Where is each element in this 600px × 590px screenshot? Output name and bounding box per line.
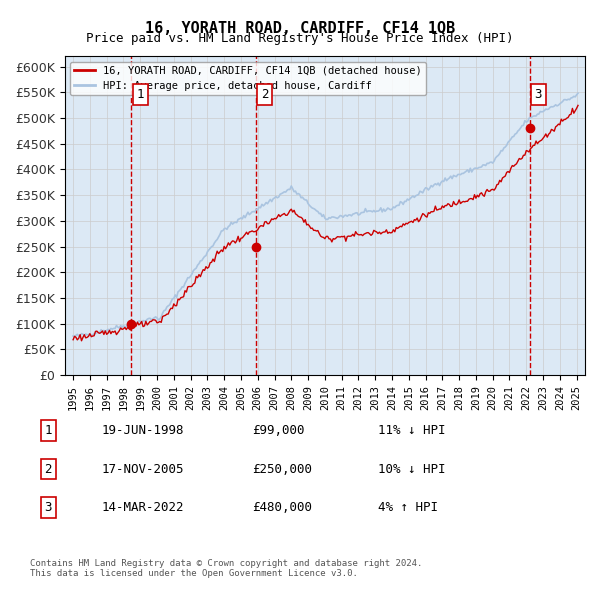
Text: £99,000: £99,000 (252, 424, 305, 437)
Text: 16, YORATH ROAD, CARDIFF, CF14 1QB: 16, YORATH ROAD, CARDIFF, CF14 1QB (145, 21, 455, 35)
Text: 17-NOV-2005: 17-NOV-2005 (102, 463, 185, 476)
Text: £480,000: £480,000 (252, 501, 312, 514)
Legend: 16, YORATH ROAD, CARDIFF, CF14 1QB (detached house), HPI: Average price, detache: 16, YORATH ROAD, CARDIFF, CF14 1QB (deta… (70, 61, 426, 95)
Text: 2: 2 (261, 88, 268, 101)
Text: 3: 3 (44, 501, 52, 514)
Text: Contains HM Land Registry data © Crown copyright and database right 2024.
This d: Contains HM Land Registry data © Crown c… (30, 559, 422, 578)
Text: 19-JUN-1998: 19-JUN-1998 (102, 424, 185, 437)
Text: 11% ↓ HPI: 11% ↓ HPI (378, 424, 445, 437)
Text: 4% ↑ HPI: 4% ↑ HPI (378, 501, 438, 514)
Text: 10% ↓ HPI: 10% ↓ HPI (378, 463, 445, 476)
Text: 3: 3 (535, 88, 542, 101)
Text: £250,000: £250,000 (252, 463, 312, 476)
Text: 1: 1 (136, 88, 144, 101)
Text: 14-MAR-2022: 14-MAR-2022 (102, 501, 185, 514)
Text: 1: 1 (44, 424, 52, 437)
Text: Price paid vs. HM Land Registry's House Price Index (HPI): Price paid vs. HM Land Registry's House … (86, 32, 514, 45)
Text: 2: 2 (44, 463, 52, 476)
